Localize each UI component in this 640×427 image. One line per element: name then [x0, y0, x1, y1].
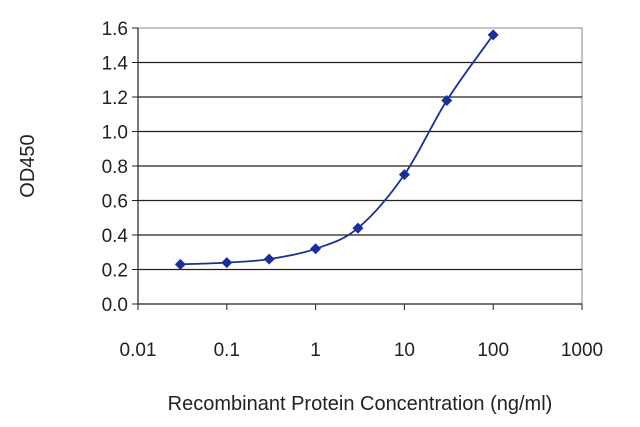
y-tick-label: 0.0 [102, 295, 128, 316]
y-tick-label: 1.6 [102, 19, 128, 40]
y-axis-title: OD450 [17, 134, 39, 197]
data-point [221, 257, 233, 269]
x-tick-label: 1000 [561, 340, 603, 361]
y-tick-labels: 0.0 0.2 0.4 0.6 0.8 1.0 1.2 1.4 1.6 [102, 19, 129, 316]
data-point [398, 169, 410, 181]
data-point [441, 94, 453, 106]
y-tick-label: 0.2 [102, 261, 128, 282]
x-tick-labels: 0.01 0.1 1 10 100 1000 [120, 340, 604, 361]
x-tick-label: 1 [310, 340, 321, 361]
data-point [263, 253, 275, 265]
y-tick-label: 1.0 [102, 123, 128, 144]
y-tick-label: 0.6 [102, 192, 128, 213]
y-tick-label: 0.4 [102, 226, 129, 247]
data-point [352, 222, 364, 234]
x-tick-label: 0.01 [120, 340, 157, 361]
series [174, 29, 499, 270]
data-point [310, 243, 322, 255]
data-point [487, 29, 499, 41]
x-tick-label: 100 [477, 340, 509, 361]
axes [132, 27, 583, 310]
y-tick-label: 1.4 [102, 54, 129, 75]
x-axis-title: Recombinant Protein Concentration (ng/ml… [168, 393, 553, 415]
x-tick-label: 0.1 [214, 340, 240, 361]
data-point [174, 258, 186, 270]
x-tick-label: 10 [394, 340, 415, 361]
y-tick-label: 1.2 [102, 88, 128, 109]
grid-lines [138, 61, 582, 271]
y-tick-label: 0.8 [102, 157, 128, 178]
